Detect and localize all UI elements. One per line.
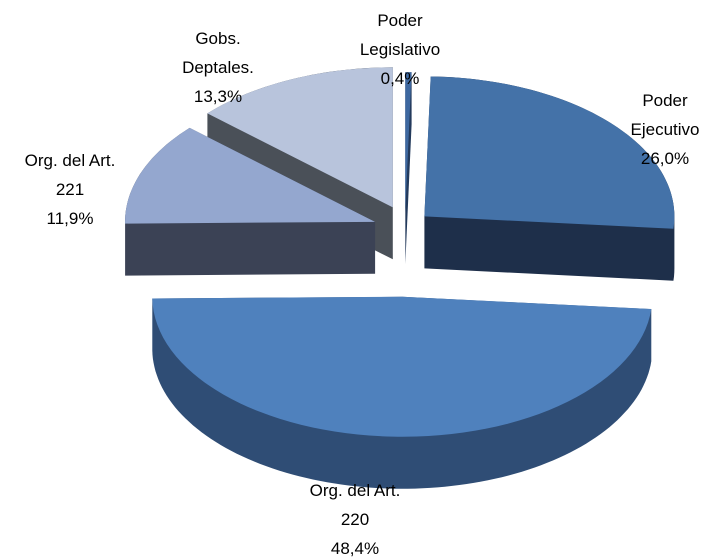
label-line: Ejecutivo xyxy=(631,120,700,139)
label-line: Poder xyxy=(377,11,423,30)
value-label: 11,9% xyxy=(47,209,94,228)
label-line: Poder xyxy=(642,91,688,110)
value-label: 26,0% xyxy=(641,149,689,168)
slice-label: Poder Ejecutivo 26,0% xyxy=(631,91,700,168)
slice-label: Org. del Art. 220 48,4% xyxy=(310,481,401,558)
label-line: Org. del Art. xyxy=(310,481,401,500)
label-line: 221 xyxy=(56,180,84,199)
slice-label: Poder Legislativo 0,4% xyxy=(360,11,440,88)
slice xyxy=(424,76,675,229)
label-line: Legislativo xyxy=(360,40,440,59)
label-line: Org. del Art. xyxy=(25,151,116,170)
value-label: 0,4% xyxy=(381,69,420,88)
label-line: Gobs. xyxy=(195,29,240,48)
slice xyxy=(152,296,652,437)
slice-label: Gobs. Deptales. 13,3% xyxy=(182,29,254,106)
slice xyxy=(405,72,412,213)
value-label: 13,3% xyxy=(194,87,242,106)
label-line: Deptales. xyxy=(182,58,254,77)
label-line: 220 xyxy=(341,510,369,529)
slice xyxy=(125,127,376,224)
slice-label: Org. del Art. 221 11,9% xyxy=(25,151,116,228)
slice xyxy=(207,67,393,208)
value-label: 48,4% xyxy=(331,539,379,558)
